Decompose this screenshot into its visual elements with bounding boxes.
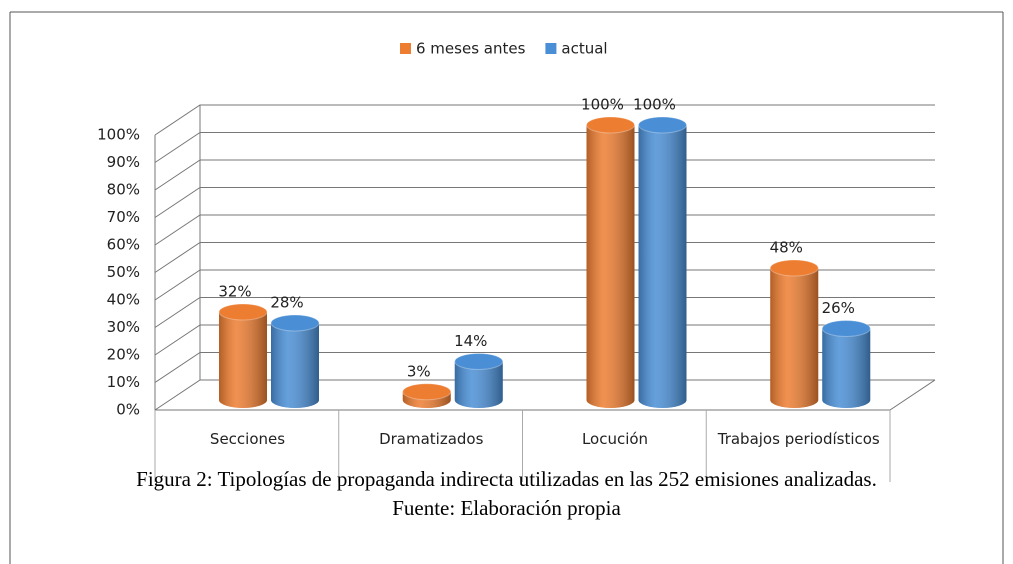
bar-shade	[770, 268, 819, 408]
y-tick-label: 90%	[107, 153, 140, 171]
x-tick-label: Secciones	[209, 430, 286, 448]
grid-line	[154, 132, 935, 163]
bar-shade	[638, 125, 687, 408]
grid-line	[154, 104, 935, 136]
data-label: 100%	[581, 96, 624, 114]
bar-top	[454, 353, 504, 370]
y-tick-label: 70%	[107, 208, 140, 226]
x-tick-label: Dramatizados	[379, 430, 484, 448]
bar-top	[402, 383, 452, 401]
y-tick-label: 20%	[107, 346, 140, 364]
x-tick-label: Trabajos periodísticos	[717, 430, 880, 448]
y-tick-label: 10%	[107, 373, 140, 391]
y-tick-label: 80%	[107, 181, 140, 199]
data-label: 3%	[407, 362, 431, 380]
data-label: 48%	[770, 239, 803, 257]
bar-top	[638, 116, 687, 134]
grid-line	[154, 187, 935, 218]
bar-shade	[271, 323, 319, 408]
bar-shade	[454, 361, 503, 408]
legend-label: 6 meses antes	[416, 40, 526, 58]
bar-shade	[822, 328, 871, 408]
x-tick-label: Locución	[581, 430, 649, 448]
y-tick-label: 60%	[107, 236, 140, 254]
legend-swatch	[400, 43, 411, 54]
bar-shade	[586, 125, 635, 408]
bar-top	[586, 116, 635, 134]
bar-top	[218, 303, 268, 321]
bar-top	[769, 259, 819, 277]
caption: Figura 2: Tipologías de propaganda indir…	[136, 467, 877, 491]
grid-line	[154, 214, 935, 246]
y-tick-label: 100%	[97, 126, 140, 144]
bar-shade	[219, 312, 267, 408]
y-tick-label: 40%	[107, 291, 140, 309]
data-label: 100%	[633, 96, 676, 114]
y-tick-label: 0%	[116, 401, 140, 419]
data-label: 28%	[270, 294, 303, 312]
data-label: 14%	[454, 332, 487, 350]
legend-label: actual	[561, 40, 607, 58]
bar-top	[270, 314, 320, 332]
y-tick-label: 50%	[107, 263, 140, 281]
bar-top	[821, 320, 871, 337]
data-label: 32%	[218, 283, 251, 301]
data-label: 26%	[822, 299, 855, 317]
caption: Fuente: Elaboración propia	[392, 496, 621, 520]
legend-swatch	[545, 43, 557, 54]
grid-line	[154, 159, 935, 191]
y-tick-label: 30%	[107, 318, 140, 336]
